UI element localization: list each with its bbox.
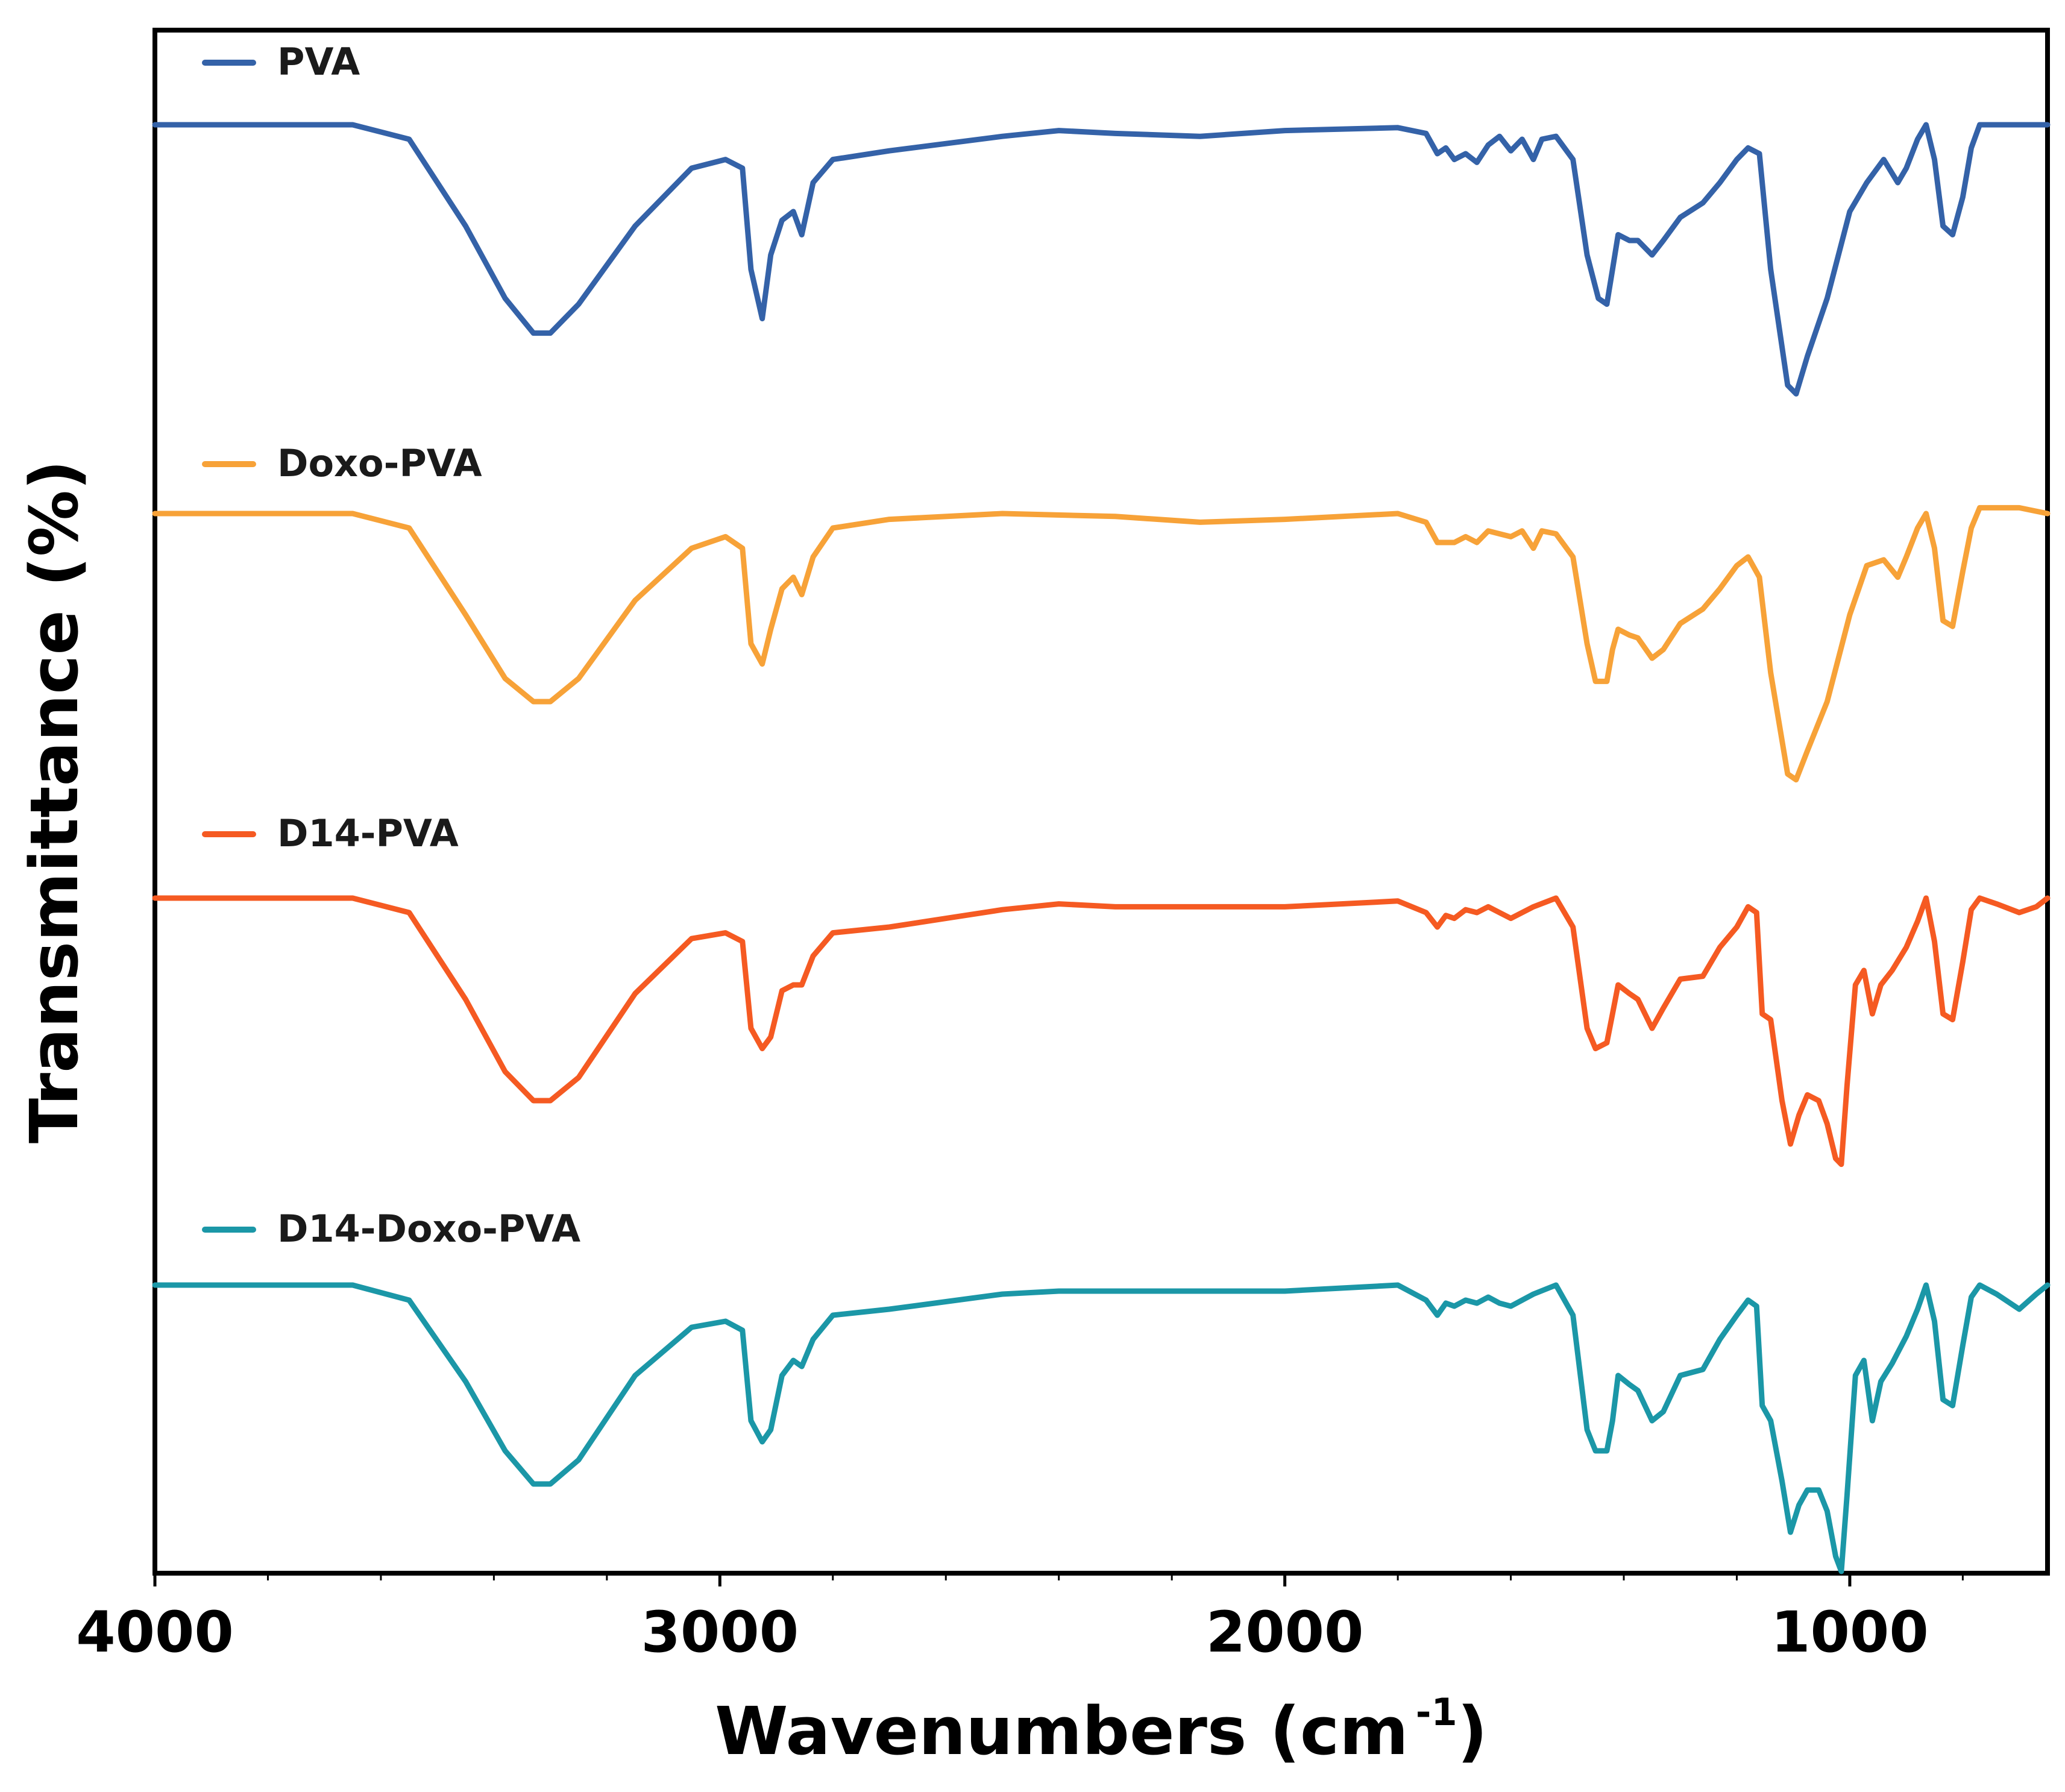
legend-label-d14-pva: D14-PVA xyxy=(277,811,459,855)
series-line-doxo-pva xyxy=(152,505,2051,783)
x-tick-label: 3000 xyxy=(641,1600,799,1665)
series-line-d14-pva xyxy=(152,895,2051,1168)
x-axis-title-close: ) xyxy=(1457,1693,1488,1770)
legend-label-doxo-pva: Doxo-PVA xyxy=(277,441,482,485)
plot-frame xyxy=(152,28,2050,1576)
legend-layer: PVA Doxo-PVA D14-PVA D14-Doxo-PVA xyxy=(202,40,580,1251)
series-layer xyxy=(152,122,2051,1574)
series-line-pva xyxy=(152,122,2051,397)
x-tick-label: 4000 xyxy=(76,1600,234,1665)
x-axis-title-superscript: -1 xyxy=(1416,1690,1457,1734)
series-line-d14-doxo-pva xyxy=(152,1282,2051,1574)
legend-label-pva: PVA xyxy=(277,40,360,84)
x-axis-ticks: 4000 3000 2000 1000 xyxy=(76,1573,1964,1665)
y-axis-title: Transmittance (%) xyxy=(16,460,93,1143)
x-tick-label: 1000 xyxy=(1771,1600,1929,1665)
legend-label-d14-doxo-pva: D14-Doxo-PVA xyxy=(277,1207,580,1251)
x-tick-label: 2000 xyxy=(1206,1600,1364,1665)
x-axis-title: Wavenumbers (cm -1) xyxy=(715,1690,1488,1770)
x-axis-title-main: Wavenumbers (cm xyxy=(715,1693,1409,1770)
